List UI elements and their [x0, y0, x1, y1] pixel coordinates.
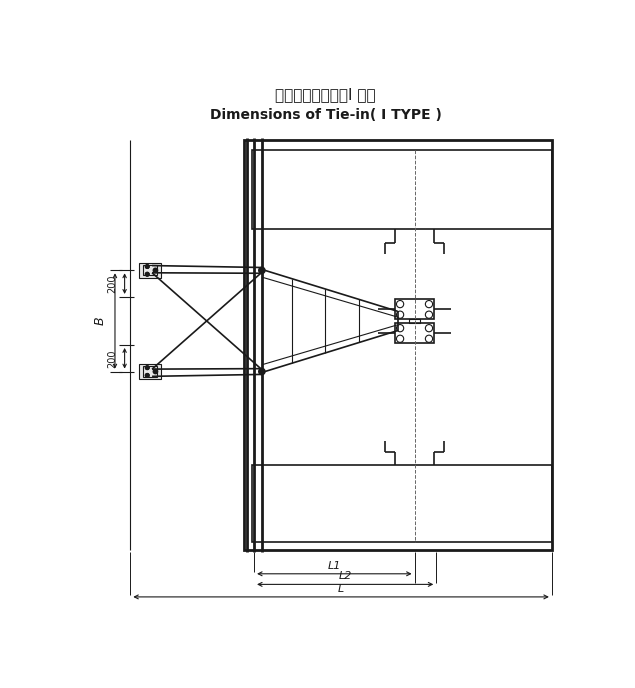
Bar [252, 150, 552, 229]
Text: L2: L2 [338, 572, 352, 581]
Circle shape [145, 374, 149, 377]
Circle shape [145, 374, 149, 377]
Circle shape [258, 266, 265, 275]
Circle shape [145, 272, 149, 276]
Text: 附墙架连接尺寸（I 型）: 附墙架连接尺寸（I 型） [275, 87, 376, 102]
Text: 200: 200 [107, 275, 117, 293]
Circle shape [152, 268, 158, 273]
Text: B: B [93, 316, 106, 325]
Bar [143, 266, 157, 275]
Circle shape [145, 265, 149, 268]
Circle shape [152, 369, 158, 374]
Bar [244, 140, 552, 550]
Bar [138, 365, 161, 378]
Bar [138, 263, 161, 277]
Bar [143, 367, 157, 376]
Bar [252, 465, 552, 542]
Circle shape [258, 367, 265, 376]
Text: 200: 200 [107, 349, 117, 367]
Circle shape [145, 265, 149, 268]
Circle shape [145, 272, 149, 276]
Bar [409, 319, 420, 323]
Text: L1: L1 [328, 561, 341, 571]
Text: L: L [338, 584, 344, 594]
Circle shape [145, 366, 149, 369]
Circle shape [145, 366, 149, 369]
Bar [395, 323, 434, 343]
Bar [395, 299, 434, 319]
Text: Dimensions of Tie-in( I TYPE ): Dimensions of Tie-in( I TYPE ) [210, 108, 441, 122]
